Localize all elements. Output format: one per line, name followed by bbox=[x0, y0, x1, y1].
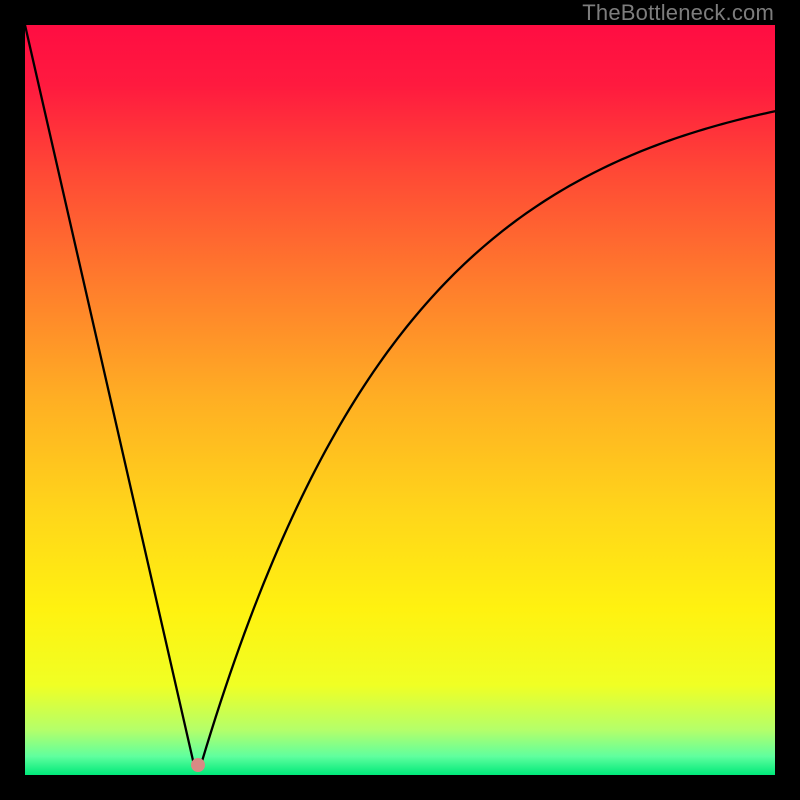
plot-area bbox=[25, 25, 775, 775]
watermark-text: TheBottleneck.com bbox=[582, 0, 774, 26]
chart-container: TheBottleneck.com bbox=[0, 0, 800, 800]
bottleneck-curve bbox=[25, 25, 775, 775]
gradient-background bbox=[25, 25, 775, 775]
optimum-marker bbox=[191, 758, 205, 772]
